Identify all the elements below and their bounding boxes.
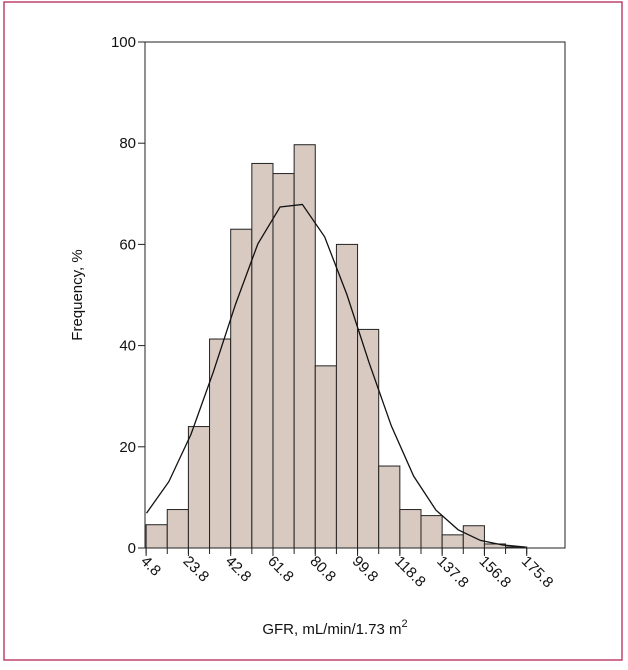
y-tick-label: 100	[111, 34, 136, 51]
y-tick-label: 20	[119, 439, 136, 456]
x-tick-label: 156.8	[476, 553, 515, 592]
bar	[399, 509, 422, 549]
bar	[272, 173, 295, 549]
y-axis-label: Frequency, %	[69, 249, 86, 340]
x-tick-label: 61.8	[264, 553, 297, 586]
bar	[166, 509, 189, 549]
x-axis-label: GFR, mL/min/1.73 m2	[262, 618, 407, 638]
bar	[441, 534, 464, 549]
bar	[187, 426, 211, 549]
y-tick-label: 80	[119, 135, 136, 152]
y-tick-label: 0	[128, 540, 136, 557]
bar	[251, 162, 274, 549]
x-tick-label: 80.8	[306, 553, 339, 586]
bar	[230, 228, 253, 549]
frame	[3, 1, 623, 661]
bar	[145, 524, 168, 549]
plot-frame	[144, 41, 566, 549]
density-curve	[146, 203, 525, 548]
x-tick-label: 4.8	[137, 553, 164, 580]
x-tick-label: 175.8	[518, 553, 557, 592]
bar	[209, 338, 232, 549]
y-tick-label: 60	[119, 236, 136, 253]
x-tick-label: 99.8	[349, 553, 382, 586]
x-tick-label: 118.8	[391, 553, 429, 591]
x-tick-label: 23.8	[180, 553, 213, 586]
bar	[314, 365, 337, 549]
bar	[357, 328, 380, 549]
x-axis-label-main: GFR, mL/min/1.73 m	[262, 621, 401, 638]
bar	[420, 515, 443, 549]
x-axis-label-sup: 2	[402, 618, 408, 630]
bar	[335, 243, 359, 549]
x-tick-label: 137.8	[433, 553, 472, 592]
x-tick-label: 42.8	[222, 553, 255, 586]
bar	[378, 465, 401, 549]
y-tick-label: 40	[119, 338, 136, 355]
